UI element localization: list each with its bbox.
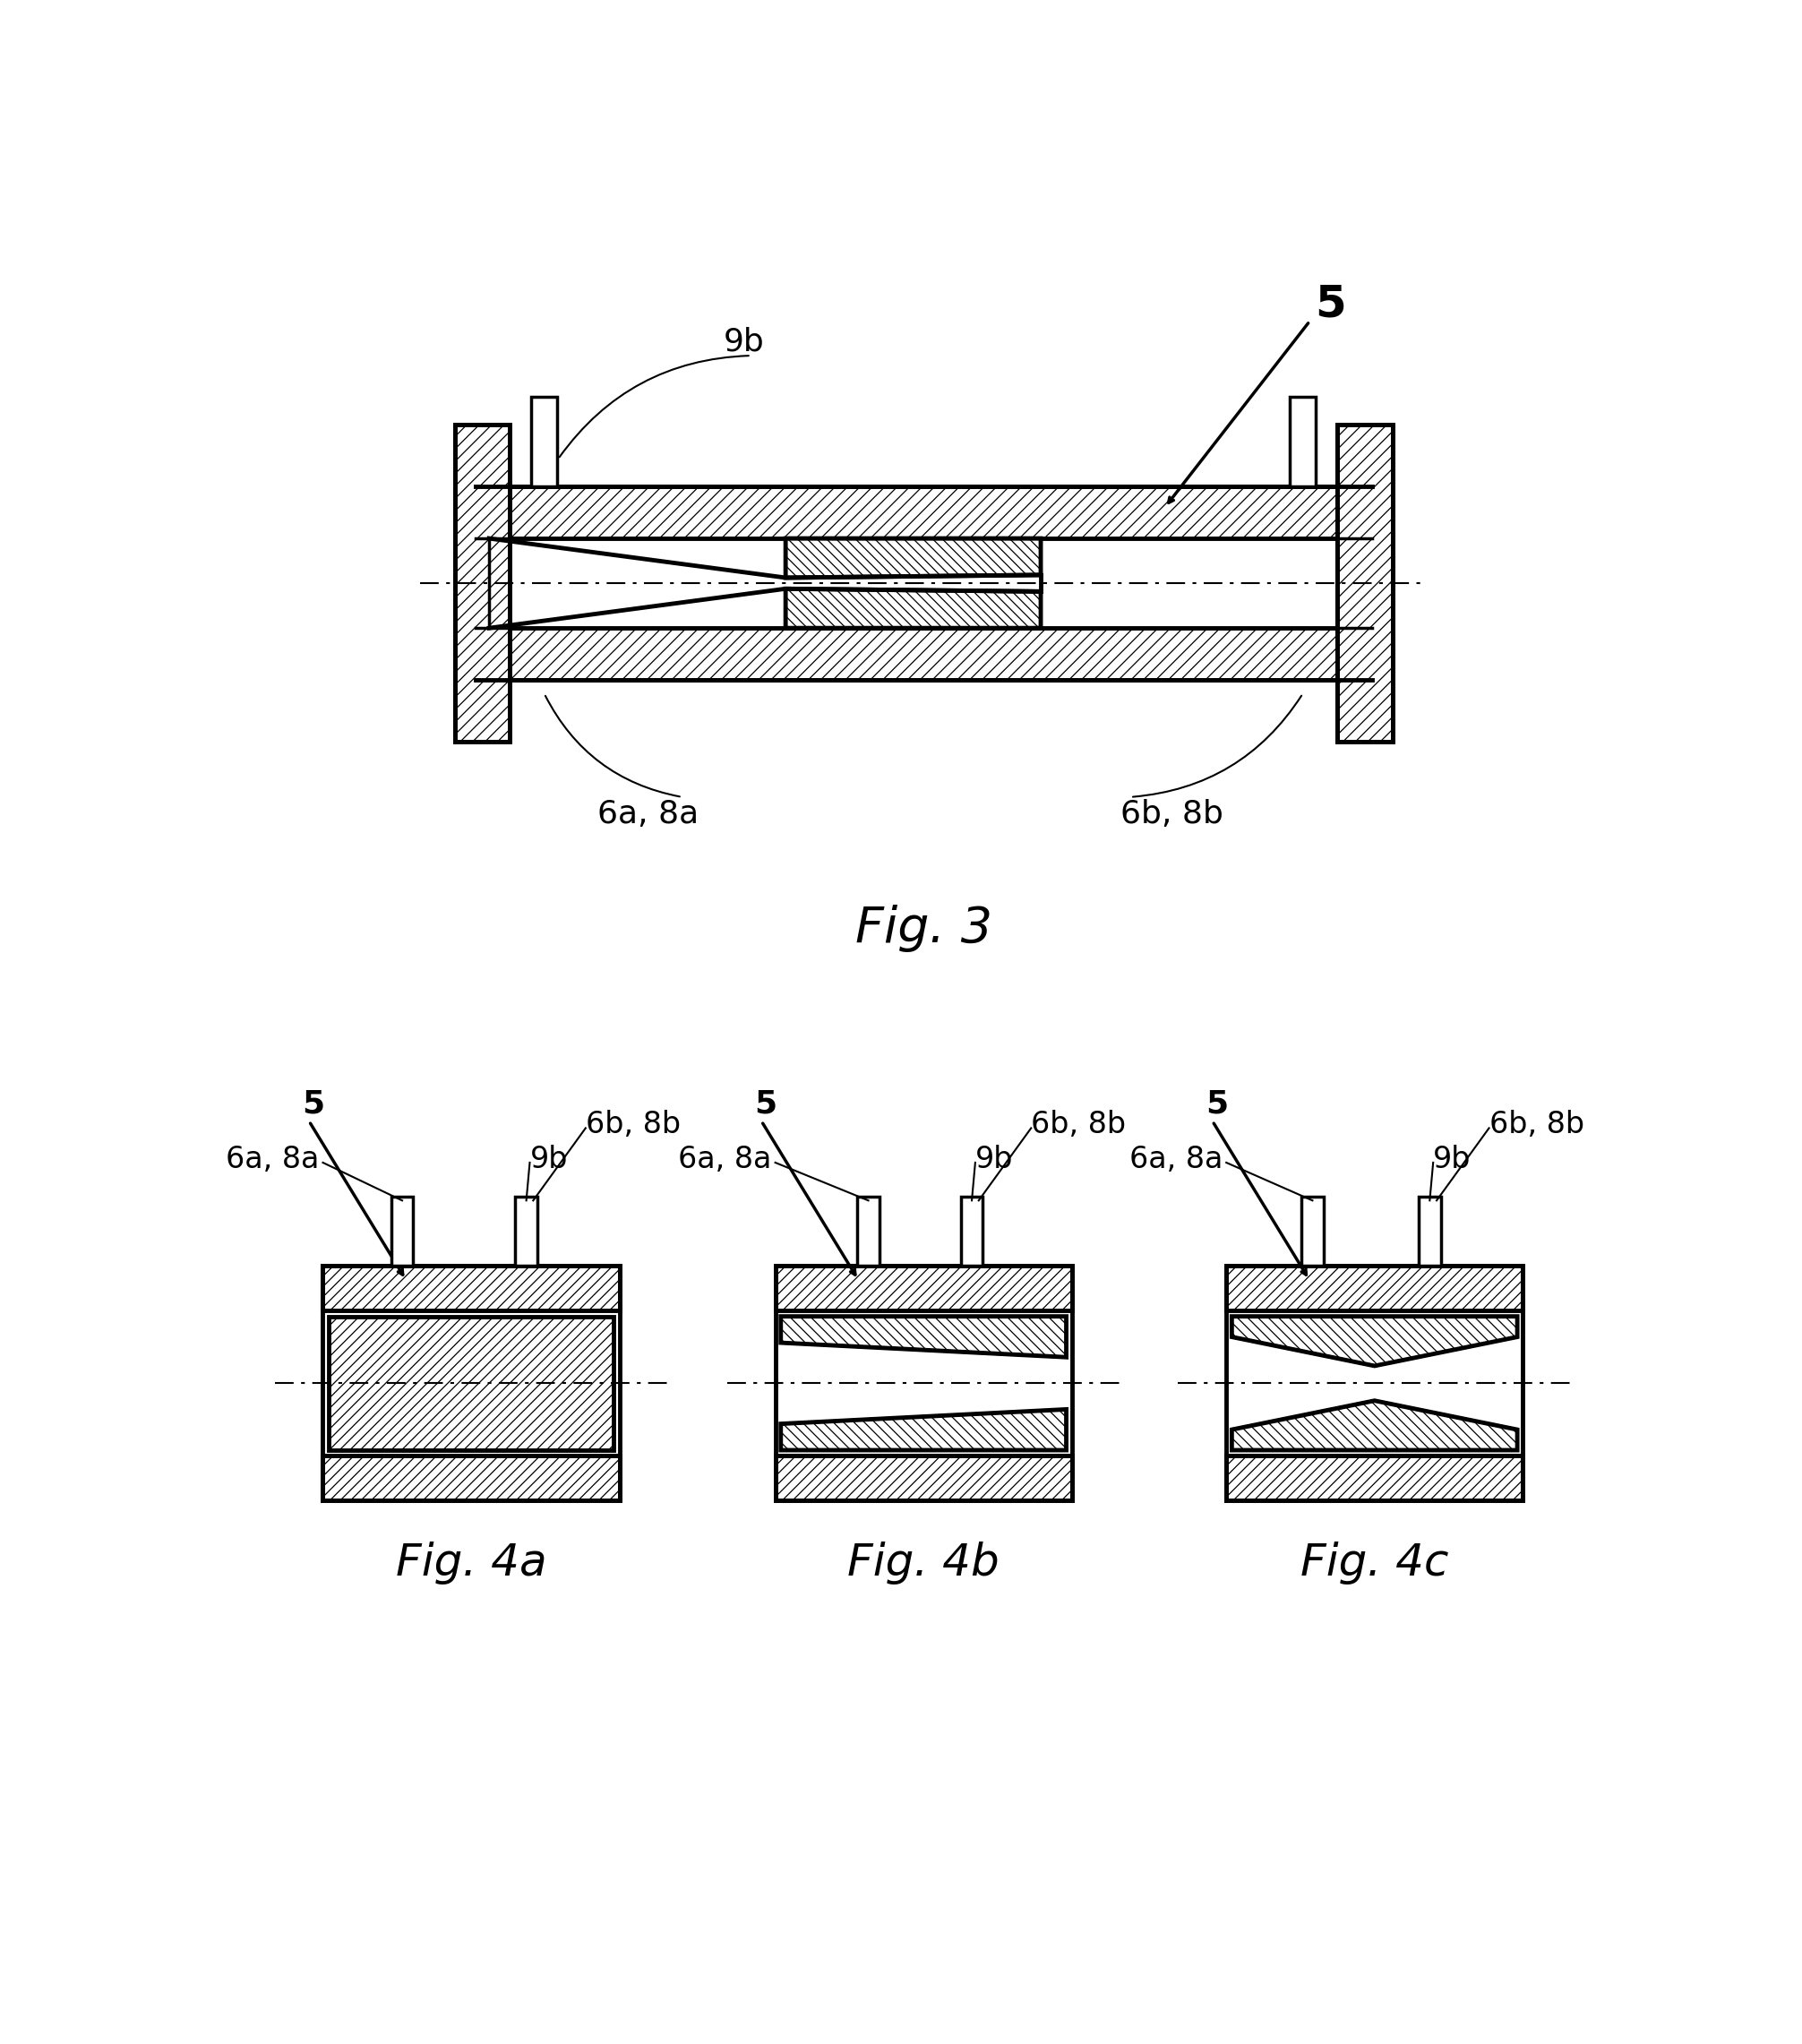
Bar [515,1198,537,1265]
Bar [1227,1265,1523,1500]
Bar [1418,1198,1442,1265]
Text: 6a, 8a: 6a, 8a [1130,1145,1224,1173]
Bar [1227,1265,1523,1310]
Bar [476,628,1371,681]
Text: Fig. 3: Fig. 3 [854,903,993,953]
Text: Fig. 4c: Fig. 4c [1301,1541,1449,1584]
Text: 5: 5 [303,1089,324,1120]
Polygon shape [780,1410,1067,1449]
Bar [775,1455,1072,1500]
Text: 6b, 8b: 6b, 8b [586,1110,681,1139]
Bar [858,1198,879,1265]
Polygon shape [1233,1400,1517,1449]
Text: 6a, 8a: 6a, 8a [678,1145,771,1173]
Text: 5: 5 [1206,1089,1229,1120]
Text: 6b, 8b: 6b, 8b [1488,1110,1584,1139]
Bar [775,1265,1072,1310]
Bar [476,486,1371,538]
Bar [1290,397,1315,486]
Bar [532,397,557,486]
Text: 5: 5 [1315,282,1346,325]
Bar [323,1310,620,1455]
Bar [960,1198,982,1265]
Bar [454,425,510,742]
Polygon shape [1233,1316,1517,1365]
Text: 6b, 8b: 6b, 8b [1031,1110,1126,1139]
Bar [1337,425,1393,742]
Bar [775,1310,1072,1455]
Text: 9b: 9b [1433,1145,1470,1173]
Bar [775,1265,1072,1500]
Text: 6a, 8a: 6a, 8a [225,1145,319,1173]
Bar [391,1198,413,1265]
Polygon shape [780,1316,1067,1357]
Polygon shape [786,538,1042,578]
Bar [1227,1455,1523,1500]
Bar [323,1265,620,1500]
Bar [1301,1198,1323,1265]
Text: 9b: 9b [530,1145,568,1173]
Text: 6a, 8a: 6a, 8a [596,799,699,830]
Bar [323,1455,620,1500]
Text: Fig. 4b: Fig. 4b [847,1541,1000,1584]
Text: 6b, 8b: 6b, 8b [1121,799,1224,830]
Text: 9b: 9b [724,327,764,358]
Bar [1227,1310,1523,1455]
Polygon shape [786,589,1042,628]
Bar [323,1265,620,1310]
Text: 9b: 9b [975,1145,1013,1173]
Text: Fig. 4a: Fig. 4a [396,1541,546,1584]
Text: 5: 5 [755,1089,777,1120]
Bar [328,1316,614,1449]
